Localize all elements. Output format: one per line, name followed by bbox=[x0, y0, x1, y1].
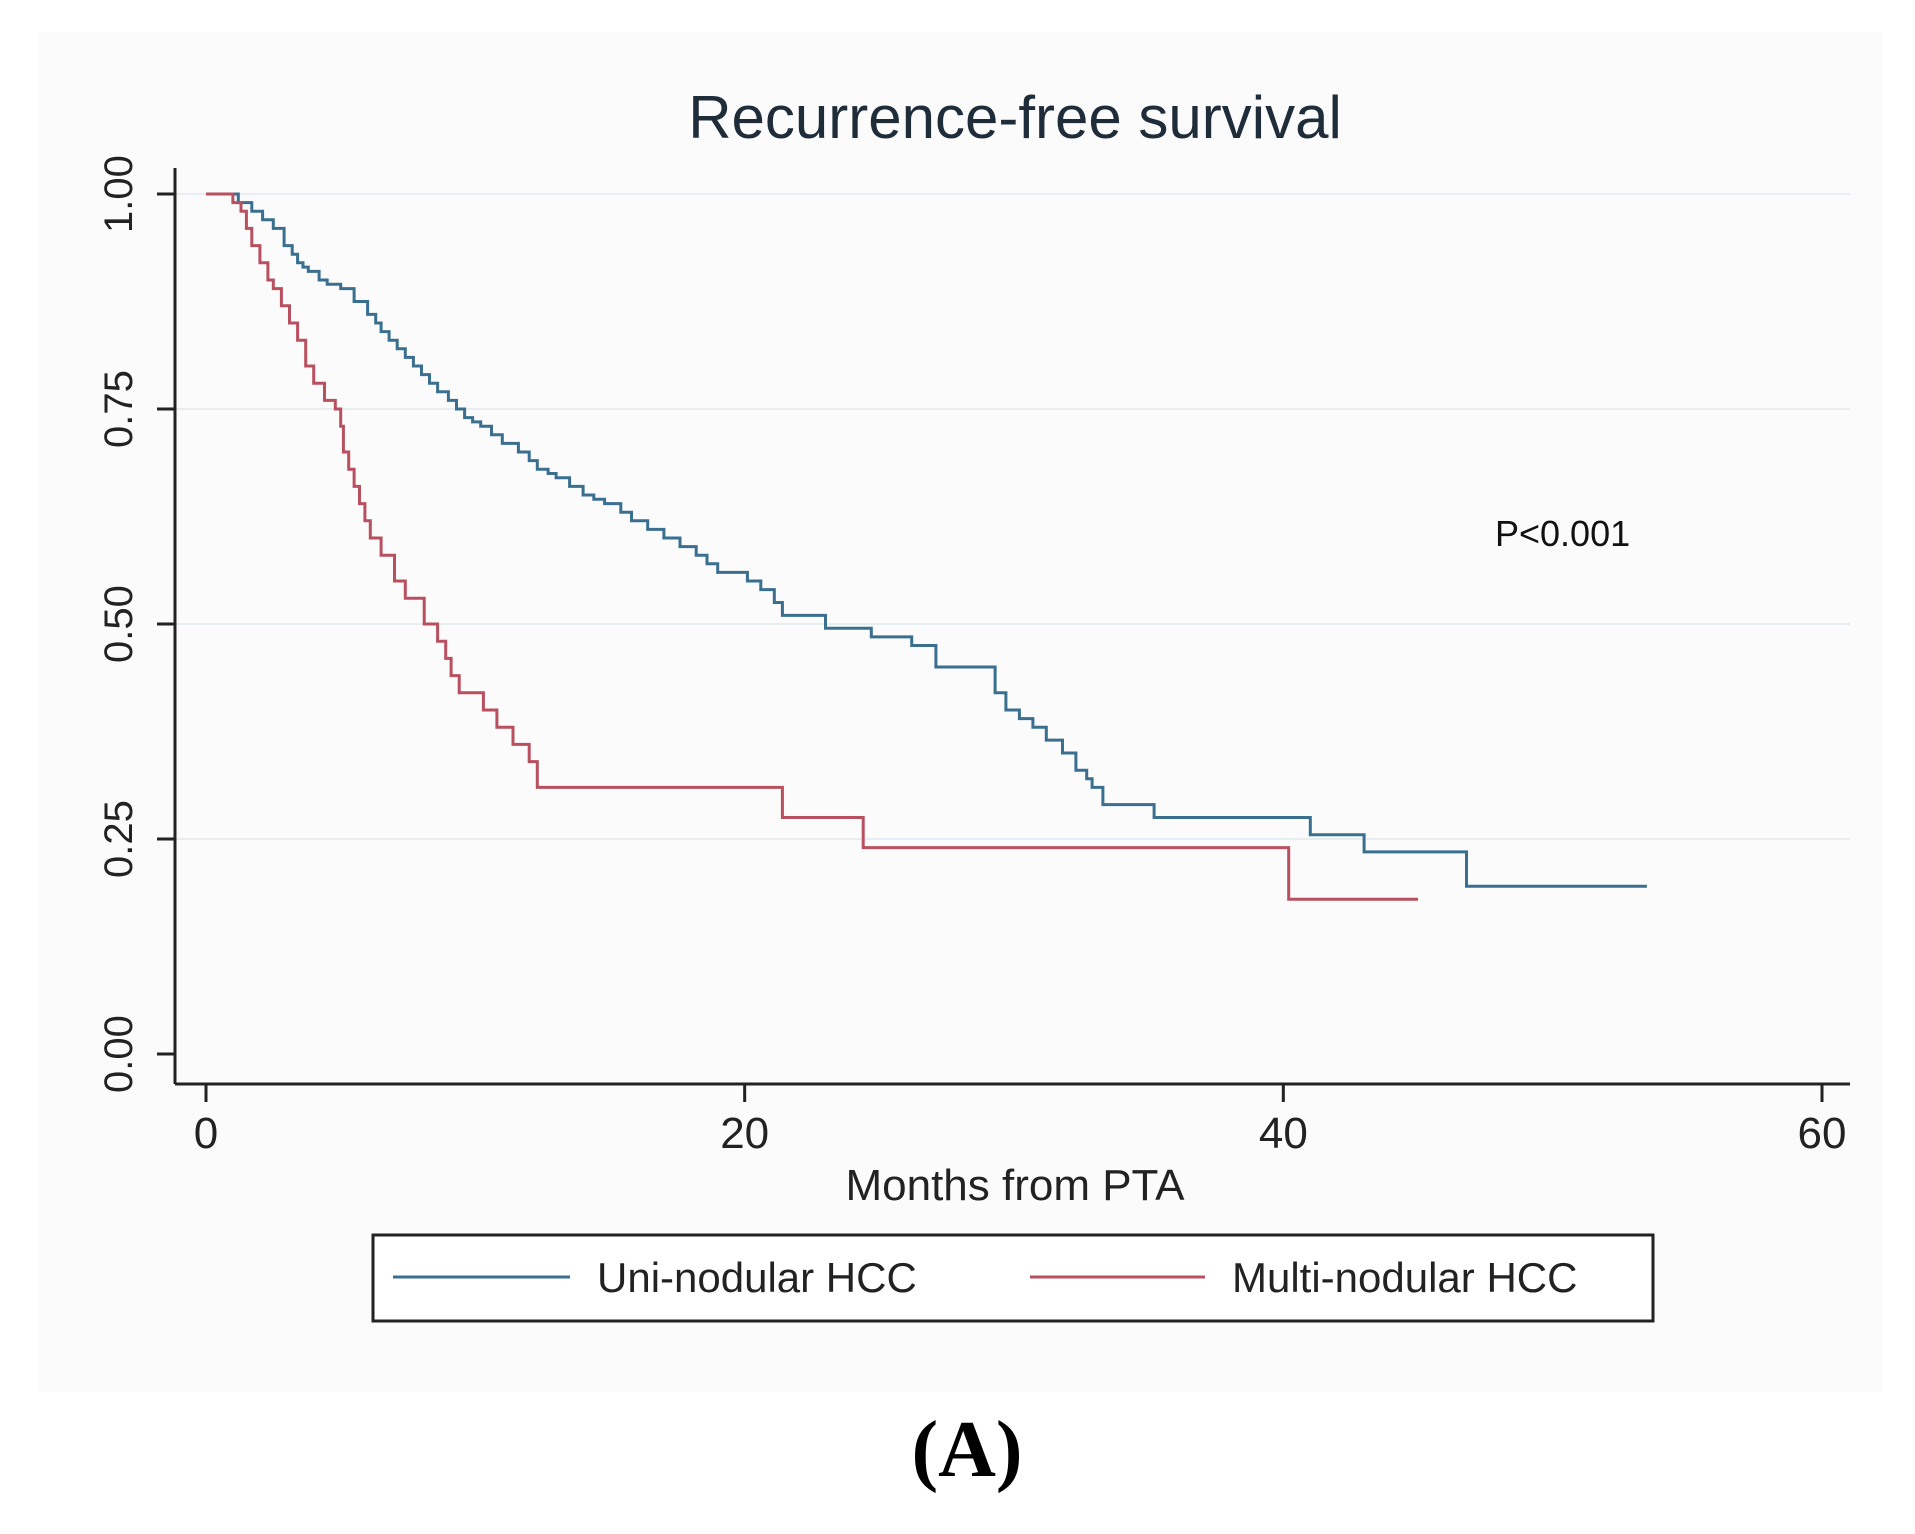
y-tick-label-2: 0.50 bbox=[97, 585, 141, 663]
series-line-multi-nodular bbox=[206, 192, 1418, 901]
x-axis-label: Months from PTA bbox=[845, 1161, 1185, 1210]
series-line-uni-nodular bbox=[206, 192, 1647, 888]
p-value-annotation: P<0.001 bbox=[1495, 513, 1630, 554]
plot-background bbox=[38, 32, 1883, 1392]
chart-title: Recurrence-free survival bbox=[688, 84, 1342, 151]
legend-box bbox=[371, 1233, 1655, 1323]
x-tick-label-0: 0 bbox=[194, 1109, 218, 1158]
gridlines bbox=[175, 193, 1850, 840]
legend-label-multi-nodular: Multi-nodular HCC bbox=[1232, 1254, 1577, 1301]
y-tick-label-1: 0.25 bbox=[97, 800, 141, 878]
series-lines bbox=[206, 192, 1647, 901]
x-tick-label-2: 40 bbox=[1259, 1109, 1308, 1158]
y-tick-label-0: 0.00 bbox=[97, 1015, 141, 1093]
axes: 0.00 0.25 0.50 0.75 1.00 0 20 40 60 bbox=[97, 155, 1850, 1158]
panel-label: (A) bbox=[911, 1406, 1022, 1494]
y-tick-label-4: 1.00 bbox=[97, 155, 141, 233]
y-tick-label-3: 0.75 bbox=[97, 370, 141, 448]
legend: Uni-nodular HCC Multi-nodular HCC bbox=[371, 1233, 1655, 1323]
x-tick-label-1: 20 bbox=[720, 1109, 769, 1158]
x-tick-label-3: 60 bbox=[1798, 1109, 1847, 1158]
legend-label-uni-nodular: Uni-nodular HCC bbox=[597, 1254, 917, 1301]
